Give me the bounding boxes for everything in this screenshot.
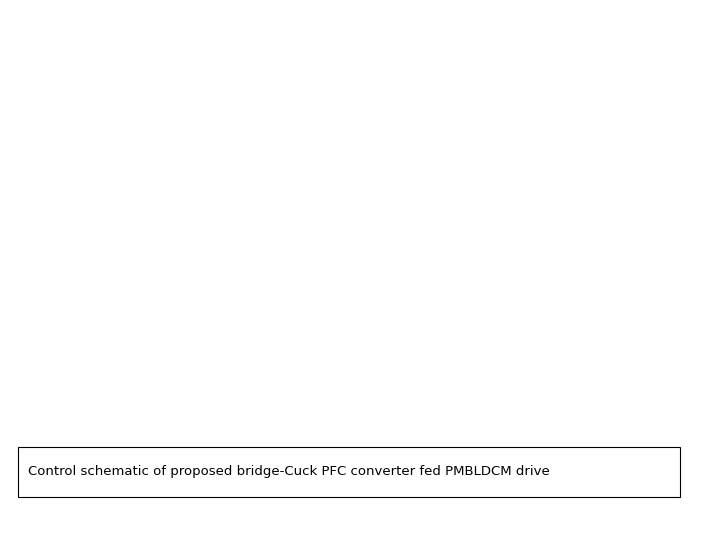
Text: Control schematic of proposed bridge-Cuck PFC converter fed PMBLDCM drive: Control schematic of proposed bridge-Cuc… <box>28 465 550 478</box>
Bar <box>18 447 680 497</box>
